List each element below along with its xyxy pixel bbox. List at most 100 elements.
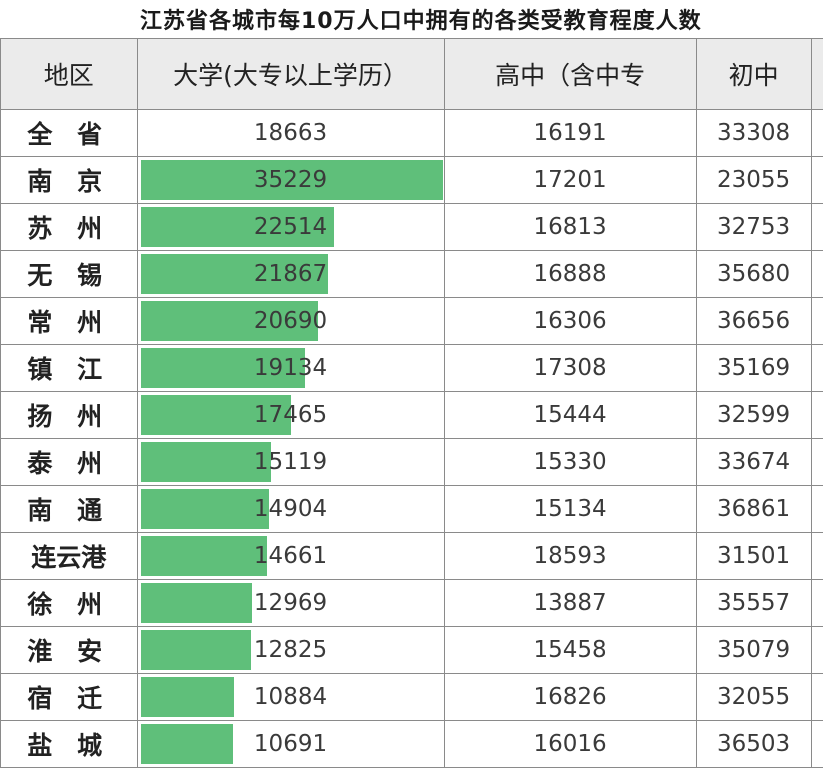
high-school-cell: 16826: [443, 673, 697, 721]
overflow-cell: [810, 109, 823, 157]
college-cell: 21867: [136, 250, 445, 298]
middle-school-cell: 33308: [695, 109, 812, 157]
header-row: 地区 大学(大专以上学历） 高中（含中专 初中: [0, 38, 823, 110]
table-row: 苏 州 22514 16813 32753: [0, 203, 823, 251]
high-school-cell: 18593: [443, 532, 697, 580]
college-cell: 15119: [136, 438, 445, 486]
college-value: 19134: [253, 355, 328, 381]
overflow-cell: [810, 673, 823, 721]
college-cell: 14661: [136, 532, 445, 580]
middle-school-cell: 35557: [695, 579, 812, 627]
high-school-cell: 17201: [443, 156, 697, 204]
high-school-cell: 13887: [443, 579, 697, 627]
college-cell: 10884: [136, 673, 445, 721]
header-overflow: [810, 38, 823, 110]
overflow-cell: [810, 720, 823, 768]
high-school-cell: 16016: [443, 720, 697, 768]
middle-school-cell: 36656: [695, 297, 812, 345]
college-value: 14904: [253, 496, 328, 522]
college-bar: [140, 536, 267, 576]
college-value: 15119: [253, 449, 328, 475]
college-cell: 18663: [136, 109, 445, 157]
table-row: 无 锡 21867 16888 35680: [0, 250, 823, 298]
high-school-cell: 16306: [443, 297, 697, 345]
overflow-cell: [810, 579, 823, 627]
table-row: 徐 州 12969 13887 35557: [0, 579, 823, 627]
college-value: 17465: [253, 402, 328, 428]
chart-title: 江苏省各城市每10万人口中拥有的各类受教育程度人数: [140, 9, 702, 34]
middle-school-cell: 35680: [695, 250, 812, 298]
middle-school-cell: 32055: [695, 673, 812, 721]
region-cell: 泰 州: [0, 438, 138, 486]
header-region: 地区: [0, 38, 138, 110]
middle-school-cell: 31501: [695, 532, 812, 580]
college-bar: [140, 207, 334, 247]
high-school-cell: 15444: [443, 391, 697, 439]
overflow-cell: [810, 391, 823, 439]
college-value: 20690: [253, 308, 328, 334]
middle-school-cell: 33674: [695, 438, 812, 486]
college-value: 10884: [253, 684, 328, 710]
education-table: 地区 大学(大专以上学历） 高中（含中专 初中 全 省 18663 16191 333…: [0, 38, 823, 768]
college-value: 22514: [253, 214, 328, 240]
college-cell: 19134: [136, 344, 445, 392]
college-value: 14661: [253, 543, 328, 569]
college-bar: [140, 677, 234, 717]
middle-school-cell: 23055: [695, 156, 812, 204]
table-row: 扬 州 17465 15444 32599: [0, 391, 823, 439]
overflow-cell: [810, 344, 823, 392]
region-cell: 镇 江: [0, 344, 138, 392]
college-cell: 22514: [136, 203, 445, 251]
college-value: 12969: [253, 590, 328, 616]
college-value: 21867: [253, 261, 328, 287]
overflow-cell: [810, 626, 823, 674]
table-row: 宿 迁 10884 16826 32055: [0, 673, 823, 721]
middle-school-cell: 36503: [695, 720, 812, 768]
middle-school-cell: 35169: [695, 344, 812, 392]
overflow-cell: [810, 297, 823, 345]
college-cell: 35229: [136, 156, 445, 204]
college-bar: [140, 348, 305, 388]
college-cell: 14904: [136, 485, 445, 533]
college-bar: [140, 630, 251, 670]
middle-school-cell: 36861: [695, 485, 812, 533]
table-row: 淮 安 12825 15458 35079: [0, 626, 823, 674]
region-cell: 盐 城: [0, 720, 138, 768]
header-middle-school: 初中: [695, 38, 812, 110]
region-cell: 苏 州: [0, 203, 138, 251]
table-row: 镇 江 19134 17308 35169: [0, 344, 823, 392]
overflow-cell: [810, 485, 823, 533]
overflow-cell: [810, 532, 823, 580]
overflow-cell: [810, 156, 823, 204]
high-school-cell: 16888: [443, 250, 697, 298]
region-cell: 淮 安: [0, 626, 138, 674]
college-bar: [140, 442, 271, 482]
high-school-cell: 15458: [443, 626, 697, 674]
college-value: 12825: [253, 637, 328, 663]
table-row: 泰 州 15119 15330 33674: [0, 438, 823, 486]
college-cell: 12969: [136, 579, 445, 627]
region-cell: 扬 州: [0, 391, 138, 439]
middle-school-cell: 32599: [695, 391, 812, 439]
region-cell: 常 州: [0, 297, 138, 345]
college-bar: [140, 583, 252, 623]
region-cell: 徐 州: [0, 579, 138, 627]
table-body: 全 省 18663 16191 33308 南 京 35229 17201 23055 苏 州 2…: [0, 109, 823, 768]
region-cell: 宿 迁: [0, 673, 138, 721]
header-college: 大学(大专以上学历）: [136, 38, 445, 110]
region-cell: 南 京: [0, 156, 138, 204]
college-bar: [140, 395, 291, 435]
high-school-cell: 16813: [443, 203, 697, 251]
region-cell: 连云港: [0, 532, 138, 580]
middle-school-cell: 32753: [695, 203, 812, 251]
high-school-cell: 17308: [443, 344, 697, 392]
table-row: 盐 城 10691 16016 36503: [0, 720, 823, 768]
middle-school-cell: 35079: [695, 626, 812, 674]
overflow-cell: [810, 203, 823, 251]
table-row: 南 京 35229 17201 23055: [0, 156, 823, 204]
college-cell: 10691: [136, 720, 445, 768]
region-cell: 无 锡: [0, 250, 138, 298]
region-cell: 全 省: [0, 109, 138, 157]
college-bar: [140, 489, 269, 529]
overflow-cell: [810, 250, 823, 298]
